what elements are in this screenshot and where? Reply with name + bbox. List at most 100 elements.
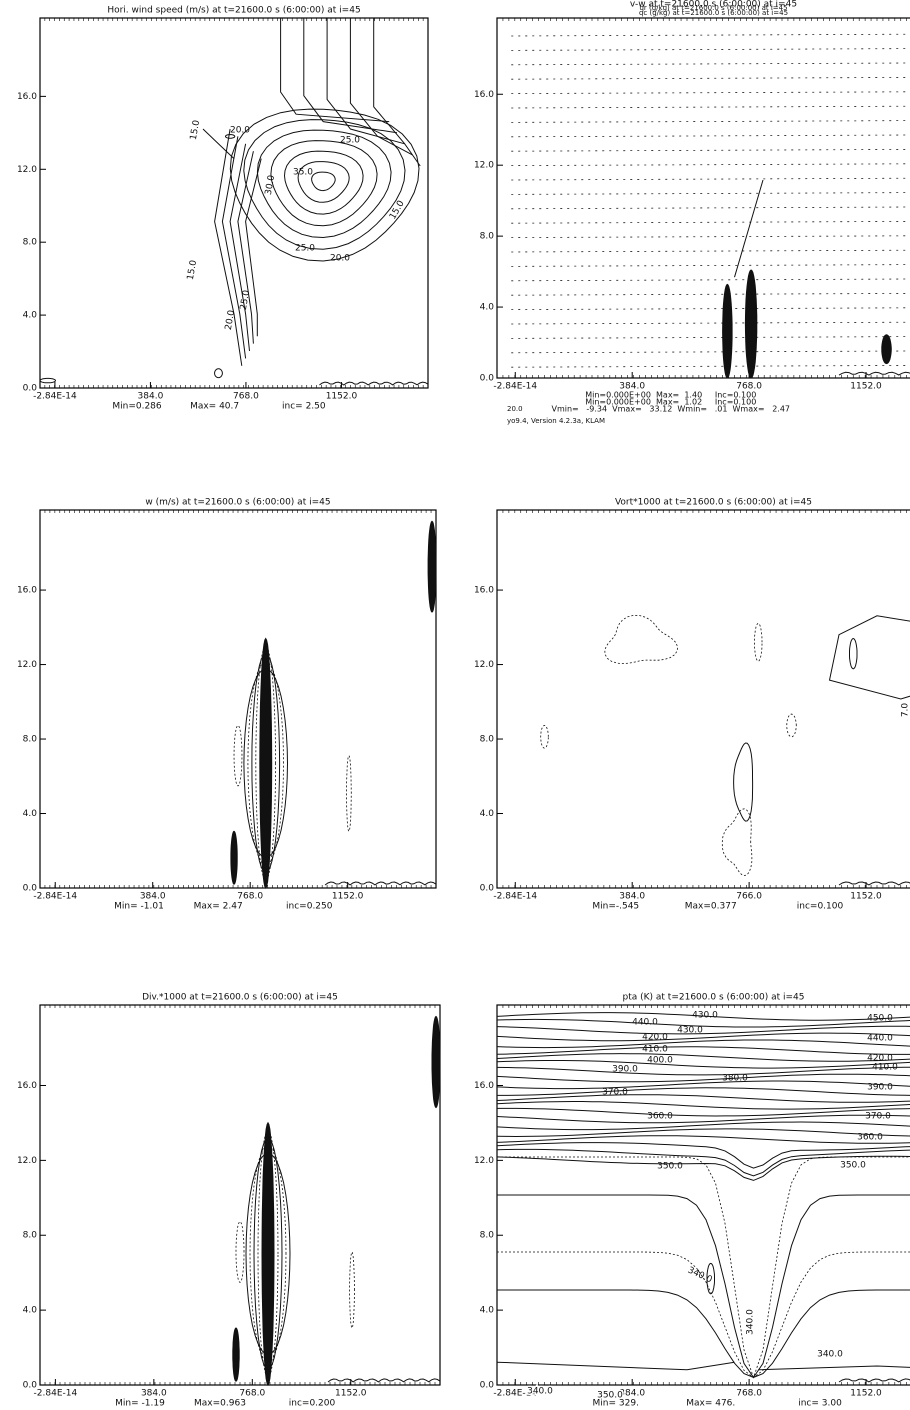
contour-line — [721, 808, 753, 877]
contour-line — [326, 18, 405, 145]
vector-row — [511, 48, 910, 51]
subtitle: qr (g/kg) at t=21600.0 s (6:00:00) at i=… — [639, 4, 787, 12]
contour-line — [733, 742, 754, 822]
stats-text: inc=0.250 — [286, 902, 333, 912]
vector-row — [511, 278, 910, 282]
contour-label: 430.0 — [692, 1011, 718, 1021]
stats-line: Vmin= -9.34 Vmax= 33.12 Wmin= .01 Wmax= … — [551, 405, 790, 414]
y-tick-label: 12.0 — [17, 1156, 37, 1166]
contour-line — [881, 334, 892, 365]
y-tick-label: 4.0 — [480, 809, 495, 819]
y-tick-label: 8.0 — [23, 735, 38, 745]
contour-line — [496, 1114, 910, 1124]
contour-line — [243, 119, 406, 250]
plot-frame — [496, 509, 910, 889]
contour-line — [497, 1107, 910, 1117]
x-tick-label: 768.0 — [237, 892, 263, 902]
x-tick-label: 384.0 — [138, 392, 164, 402]
arrow — [734, 179, 764, 278]
y-tick-label: 8.0 — [480, 735, 495, 745]
panel-title: v-w at t=21600.0 s (6:00:00) at i=45 — [630, 0, 797, 10]
contour-line — [245, 1152, 291, 1356]
vector-row — [511, 33, 910, 37]
stats-text: Min= 329. — [593, 1399, 639, 1409]
contour-line — [225, 133, 236, 139]
contour-label: 370.0 — [602, 1088, 628, 1098]
subtitle: qc (g/kg) at t=21600.0 s (6:00:00) at i=… — [639, 9, 788, 17]
contour-line — [496, 1361, 735, 1371]
contour-line — [496, 1128, 910, 1138]
contour-label: 7.0 — [901, 703, 910, 718]
contour-line — [496, 1018, 910, 1028]
y-tick-label: 16.0 — [474, 90, 494, 100]
version-note: yo9.4, Version 4.2.3a, KLAM — [507, 417, 605, 425]
y-tick-label: 0.0 — [23, 384, 38, 394]
y-tick-label: 16.0 — [474, 1081, 494, 1091]
x-tick-label: 384.0 — [619, 892, 645, 902]
terrain — [838, 881, 910, 886]
vector-row — [511, 62, 910, 66]
panel-title: Div.*1000 at t=21600.0 s (6:00:00) at i=… — [142, 993, 338, 1003]
panel-title: pta (K) at t=21600.0 s (6:00:00) at i=45 — [623, 993, 805, 1003]
contour-line — [280, 18, 390, 123]
panel-title: Vort*1000 at t=21600.0 s (6:00:00) at i=… — [615, 498, 812, 508]
contour-line — [540, 725, 549, 749]
contour-line — [230, 830, 238, 885]
stats-text: Max= 2.47 — [194, 902, 243, 912]
stats-text: inc= 2.50 — [282, 402, 326, 412]
y-tick-label: 16.0 — [17, 586, 37, 596]
x-tick-label: 768.0 — [233, 392, 259, 402]
scale-label: 20.0 — [507, 405, 523, 413]
x-tick-label: 384.0 — [619, 1389, 645, 1399]
contour-label: 410.0 — [642, 1045, 668, 1055]
y-tick-label: 4.0 — [23, 1306, 38, 1316]
y-tick-label: 4.0 — [23, 809, 38, 819]
vector-row — [511, 321, 910, 325]
contour-line — [243, 668, 289, 859]
y-tick-label: 8.0 — [23, 238, 38, 248]
stats-text: Max=0.963 — [194, 1399, 246, 1409]
y-tick-label: 0.0 — [23, 884, 38, 894]
contour-line — [496, 1135, 910, 1144]
vector-row — [511, 76, 910, 80]
contour-line — [202, 128, 235, 159]
y-tick-label: 4.0 — [480, 303, 495, 313]
contour-line — [349, 1251, 355, 1329]
vector-row — [511, 163, 910, 167]
y-tick-label: 4.0 — [23, 311, 38, 321]
x-tick-label: 766.0 — [736, 892, 762, 902]
x-tick-label: -2.84E-14 — [34, 1389, 78, 1399]
terrain — [327, 1378, 441, 1383]
y-tick-label: 0.0 — [480, 1381, 495, 1391]
contour-label: 15.0 — [186, 259, 199, 281]
y-tick-label: 0.0 — [23, 1381, 38, 1391]
contour-line — [496, 1025, 910, 1035]
x-tick-label: 1152.0 — [335, 1389, 367, 1399]
y-tick-label: 8.0 — [480, 1231, 495, 1241]
stats-text: Max= 476. — [686, 1399, 735, 1409]
contour-line — [259, 637, 273, 889]
contour-line — [786, 713, 797, 738]
contour-line — [744, 269, 758, 379]
x-tick-label: 768.0 — [239, 1389, 265, 1399]
contour-label: 350.0 — [840, 1161, 866, 1171]
contour-line — [497, 1194, 910, 1379]
x-tick-label: 384.0 — [619, 382, 645, 392]
y-tick-label: 16.0 — [474, 586, 494, 596]
contour-line — [349, 18, 413, 156]
contour-line — [229, 143, 250, 352]
contour-line — [496, 1053, 910, 1062]
stats-text: inc=0.100 — [797, 902, 844, 912]
contour-line — [497, 1289, 910, 1378]
panel: qr (g/kg) at t=21600.0 s (6:00:00) at i=… — [474, 0, 910, 425]
contour-label: 360.0 — [647, 1112, 673, 1122]
contour-line — [496, 1155, 910, 1181]
vector-row — [511, 192, 910, 195]
x-tick-label: -2.84E-14 — [33, 892, 77, 902]
contour-line — [497, 1156, 910, 1379]
stats-text: Min=-.545 — [592, 902, 639, 912]
contour-line — [828, 615, 910, 700]
y-tick-label: 12.0 — [17, 660, 37, 670]
contour-label: 340.0 — [817, 1350, 843, 1360]
contour-line — [283, 150, 364, 215]
